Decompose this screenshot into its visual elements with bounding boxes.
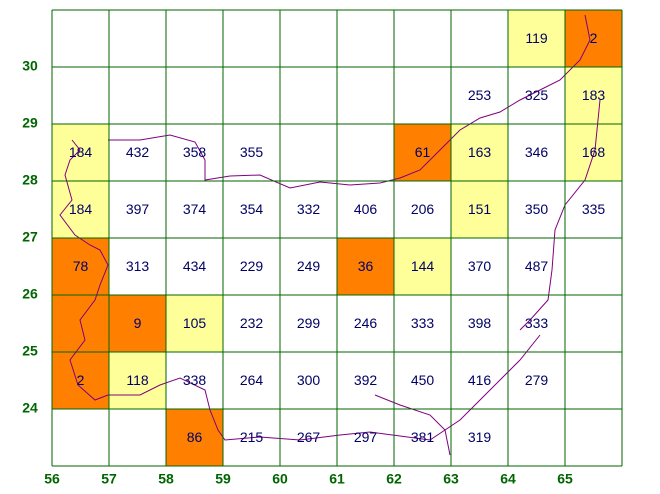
cell-fill [166,295,223,352]
cell-value: 487 [525,258,549,274]
cell-value: 78 [73,258,89,274]
cell-value: 355 [240,144,264,160]
cell-fill [109,352,166,409]
cell-value: 151 [468,201,492,217]
x-axis-label: 65 [557,471,573,487]
x-axis-label: 58 [158,471,174,487]
cell-value: 432 [126,144,150,160]
x-axis-label: 63 [443,471,459,487]
y-axis-label: 25 [22,343,38,359]
cell-fill [394,124,451,181]
cell-value: 183 [582,87,606,103]
cell-value: 406 [354,201,378,217]
cell-fill [394,238,451,295]
cell-fill [451,181,508,238]
cell-value: 370 [468,258,492,274]
cell-value: 144 [411,258,435,274]
cell-fill [337,238,394,295]
cell-fill [52,352,109,409]
cell-value: 2 [590,30,598,46]
cell-value: 279 [525,372,549,388]
coast-line [519,99,601,331]
cell-value: 333 [525,315,549,331]
cell-value: 184 [69,201,93,217]
y-axis-label: 30 [22,58,38,74]
cell-value: 358 [183,144,207,160]
x-axis-label: 64 [500,471,516,487]
y-axis-label: 28 [22,172,38,188]
cell-value: 434 [183,258,207,274]
x-axis-label: 62 [386,471,402,487]
coast-line [59,139,541,441]
cell-value: 105 [183,315,207,331]
cell-value: 381 [411,429,435,445]
cell-value: 397 [126,201,150,217]
x-axis-label: 59 [215,471,231,487]
y-axis-label: 29 [22,115,38,131]
cell-value: 313 [126,258,150,274]
cell-fill [52,124,109,181]
cell-value: 2 [77,372,85,388]
cell-value: 118 [126,372,149,388]
cell-value: 346 [525,144,549,160]
cell-value: 325 [525,87,549,103]
cell-value: 297 [354,429,378,445]
cell-value: 354 [240,201,264,217]
cell-fills [52,10,622,466]
cell-value: 319 [468,429,492,445]
grid [51,9,623,467]
x-axis-label: 57 [101,471,117,487]
y-axis-label: 24 [22,400,38,416]
cell-labels: 119 2 253 325 183 184 432 358 355 61 163 346 168 184 3… [69,30,606,445]
cell-value: 61 [415,144,431,160]
cell-value: 416 [468,372,492,388]
cell-fill [565,67,622,124]
cell-value: 184 [69,144,93,160]
x-axis-label: 61 [329,471,345,487]
cell-value: 267 [297,429,321,445]
cell-value: 246 [354,315,378,331]
cell-fill [565,124,622,181]
cell-value: 300 [297,372,321,388]
cell-value: 374 [183,201,207,217]
cell-value: 119 [525,30,548,46]
cell-fill [565,10,622,67]
y-axis-label: 27 [22,229,38,245]
x-axis-label: 60 [272,471,288,487]
cell-value: 9 [134,315,142,331]
cell-value: 264 [240,372,264,388]
x-axis-label: 56 [44,471,60,487]
cell-fill [52,181,109,238]
cell-value: 398 [468,315,492,331]
cell-value: 249 [297,258,321,274]
cell-value: 86 [187,429,203,445]
cell-value: 338 [183,372,207,388]
cell-value: 335 [582,201,606,217]
cell-value: 333 [411,315,435,331]
cell-fill [508,10,565,67]
cell-value: 215 [240,429,264,445]
cell-value: 232 [240,315,264,331]
cell-value: 350 [525,201,549,217]
cell-value: 206 [411,201,435,217]
cell-value: 163 [468,144,492,160]
coast-line [374,394,451,456]
cell-value: 299 [297,315,321,331]
cell-value: 450 [411,372,435,388]
cell-fill [451,124,508,181]
cell-value: 36 [358,258,374,274]
cell-value: 229 [240,258,264,274]
cell-value: 392 [354,372,378,388]
cell-value: 168 [582,144,606,160]
cell-value: 253 [468,87,492,103]
y-axis-label: 26 [22,286,38,302]
cell-value: 332 [297,201,321,217]
cell-fill [109,295,166,352]
